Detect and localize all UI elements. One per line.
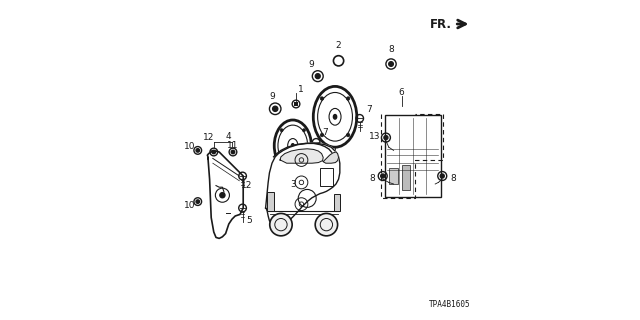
Text: 12: 12 [203,133,214,142]
Polygon shape [323,152,339,163]
Circle shape [303,129,305,132]
Circle shape [346,97,350,100]
Circle shape [320,97,324,100]
Circle shape [212,150,216,154]
Text: 3: 3 [332,154,338,163]
Text: TPA4B1605: TPA4B1605 [429,300,470,309]
Circle shape [384,136,388,140]
Bar [294,102,298,106]
Text: 10: 10 [184,201,195,210]
Circle shape [196,200,200,203]
Text: 10: 10 [184,142,195,151]
Ellipse shape [333,115,337,119]
Circle shape [220,193,225,198]
Circle shape [231,150,235,154]
Bar [388,168,398,184]
Bar [334,194,339,211]
Circle shape [280,159,283,163]
Circle shape [320,133,324,137]
Text: 11: 11 [227,141,239,150]
Text: 7: 7 [366,105,371,114]
Circle shape [196,149,200,152]
Circle shape [381,174,385,178]
Circle shape [388,62,394,66]
Circle shape [270,213,292,236]
Text: 9: 9 [270,92,275,100]
Bar [268,192,275,211]
Circle shape [280,129,283,132]
Text: 4: 4 [226,132,232,140]
Text: 3: 3 [290,180,296,188]
Ellipse shape [291,144,294,148]
Text: 1: 1 [298,85,303,94]
Text: 6: 6 [399,88,404,97]
Text: 13: 13 [369,132,381,141]
Polygon shape [280,149,323,163]
Circle shape [346,133,350,137]
Text: 12: 12 [241,181,252,190]
Text: 8: 8 [388,45,394,54]
Circle shape [303,159,305,163]
Text: 7: 7 [322,128,328,137]
Circle shape [316,74,320,79]
Text: 2: 2 [336,41,341,50]
Circle shape [440,174,444,178]
Text: 5: 5 [246,216,252,225]
Polygon shape [266,143,340,227]
Text: FR.: FR. [430,18,452,30]
Text: 9: 9 [308,60,314,68]
Bar [320,168,333,186]
Bar [402,165,410,190]
Text: 8: 8 [369,174,375,183]
Circle shape [273,106,278,111]
Text: 8: 8 [451,174,456,183]
Circle shape [315,213,338,236]
